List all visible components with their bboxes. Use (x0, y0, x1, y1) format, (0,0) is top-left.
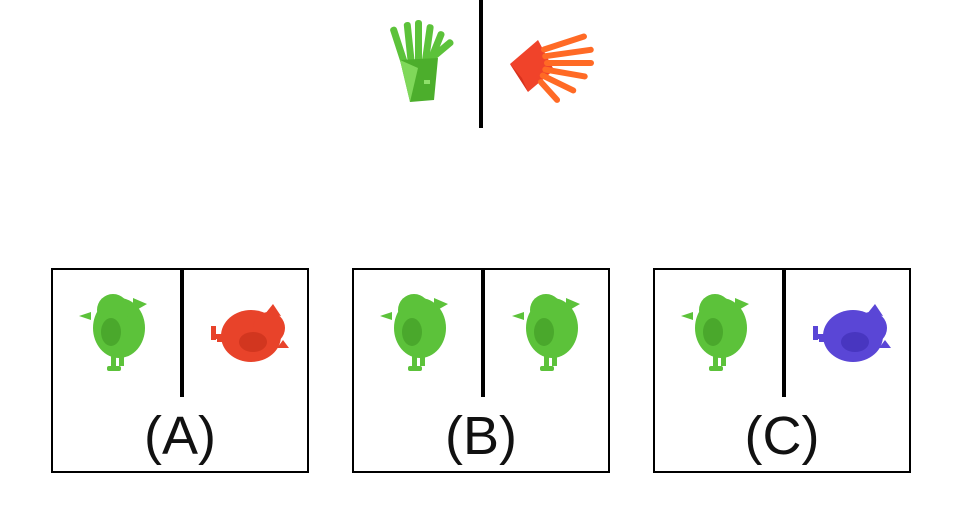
option-label: (A) (144, 406, 216, 466)
prompt-pair (370, 0, 600, 130)
bird-icon (681, 294, 749, 371)
bird-icon (211, 304, 289, 362)
option-divider (180, 270, 184, 397)
option-b[interactable]: (B) (352, 268, 610, 473)
bird-icon (512, 294, 580, 371)
bird-icon (380, 294, 448, 371)
option-divider (782, 270, 786, 397)
option-label: (C) (744, 406, 820, 466)
option-divider (481, 270, 485, 397)
fries-icon (510, 33, 594, 103)
prompt-divider (479, 0, 483, 128)
option-a[interactable]: (A) (51, 268, 309, 473)
bird-icon (79, 294, 147, 371)
fries-icon (390, 20, 454, 102)
option-label: (B) (445, 406, 517, 466)
option-c[interactable]: (C) (653, 268, 911, 473)
bird-icon (813, 304, 891, 362)
